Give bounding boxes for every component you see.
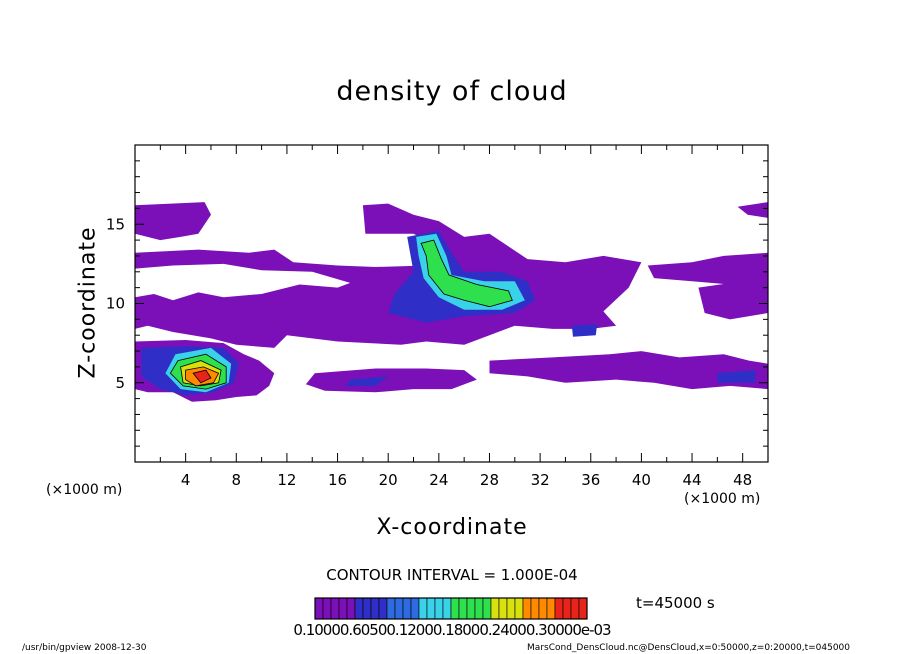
x-tick-label: 32 — [531, 471, 550, 489]
colorbar-cell — [506, 597, 516, 620]
colorbar-cell — [490, 597, 500, 620]
colorbar-tick-labels: 0.10000.60500.12000.18000.24000.30000e-0… — [293, 621, 611, 639]
colorbar-cell — [370, 597, 380, 620]
colorbar-cell — [330, 597, 340, 620]
cloud-density-region — [647, 252, 768, 288]
x-unit-right: (×1000 m) — [684, 491, 761, 507]
colorbar-cell — [434, 597, 444, 620]
colorbar-cell — [562, 597, 572, 620]
y-axis-label: Z-coordinate — [75, 226, 101, 379]
cloud-density-region — [305, 368, 477, 393]
chart-title: density of cloud — [336, 76, 568, 107]
x-tick-label: 8 — [232, 471, 242, 489]
colorbar-cell — [386, 597, 396, 620]
colorbar-cell — [354, 597, 364, 620]
colorbar-cell — [530, 597, 540, 620]
cloud-density-region — [135, 202, 211, 241]
footer-file-info: MarsCond_DensCloud.nc@DensCloud,x=0:5000… — [527, 643, 850, 653]
x-tick-label: 28 — [480, 471, 499, 489]
cloud-density-region — [571, 324, 598, 337]
footer-program-info: /usr/bin/gpview 2008-12-30 — [22, 643, 147, 653]
x-unit-left: (×1000 m) — [46, 482, 123, 498]
cloud-density-region — [345, 376, 389, 386]
y-tick-label: 5 — [115, 374, 125, 392]
colorbar-cell — [482, 597, 492, 620]
time-label: t=45000 s — [636, 594, 715, 612]
colorbar-cell — [522, 597, 532, 620]
colorbar-cell — [514, 597, 524, 620]
y-tick-label: 10 — [106, 295, 125, 313]
colorbar-cell — [322, 597, 332, 620]
colorbar-frame — [314, 597, 588, 620]
colorbar-cell — [410, 597, 420, 620]
colorbar-cell — [546, 597, 556, 620]
colorbar-cell — [338, 597, 348, 620]
colorbar-cell — [498, 597, 508, 620]
colorbar-cell — [314, 597, 324, 620]
colorbar-cell — [458, 597, 468, 620]
colorbar-cell — [378, 597, 388, 620]
colorbar-cell — [450, 597, 460, 620]
colorbar-cell — [394, 597, 404, 620]
x-tick-label: 20 — [379, 471, 398, 489]
cloud-density-region — [489, 351, 768, 390]
colorbar-cell — [442, 597, 452, 620]
colorbar-cell — [466, 597, 476, 620]
cloud-density-region — [698, 275, 768, 320]
cloud-density-region — [135, 203, 642, 348]
colorbar-cell — [538, 597, 548, 620]
colorbar-cell — [362, 597, 372, 620]
cloud-density-region — [717, 370, 756, 383]
y-tick-label: 15 — [106, 215, 125, 233]
colorbar-cell — [426, 597, 436, 620]
x-tick-label: 16 — [328, 471, 347, 489]
cloud-density-region — [737, 202, 768, 218]
colorbar-cell — [402, 597, 412, 620]
colorbar-cell — [570, 597, 580, 620]
x-tick-label: 24 — [429, 471, 448, 489]
cloud-density-region — [420, 239, 513, 308]
colorbar-cell — [474, 597, 484, 620]
x-tick-label: 48 — [733, 471, 752, 489]
x-tick-label: 36 — [581, 471, 600, 489]
x-tick-label: 44 — [682, 471, 701, 489]
contour-interval-label: CONTOUR INTERVAL = 1.000E-04 — [326, 566, 578, 584]
x-tick-label: 12 — [277, 471, 296, 489]
colorbar-cell — [578, 597, 588, 620]
cloud-density-region — [192, 369, 212, 384]
colorbar-cell — [554, 597, 564, 620]
colorbar-cell — [346, 597, 356, 620]
x-axis-label: X-coordinate — [376, 515, 528, 540]
x-tick-label: 4 — [181, 471, 191, 489]
colorbar-cell — [418, 597, 428, 620]
x-tick-label: 40 — [632, 471, 651, 489]
